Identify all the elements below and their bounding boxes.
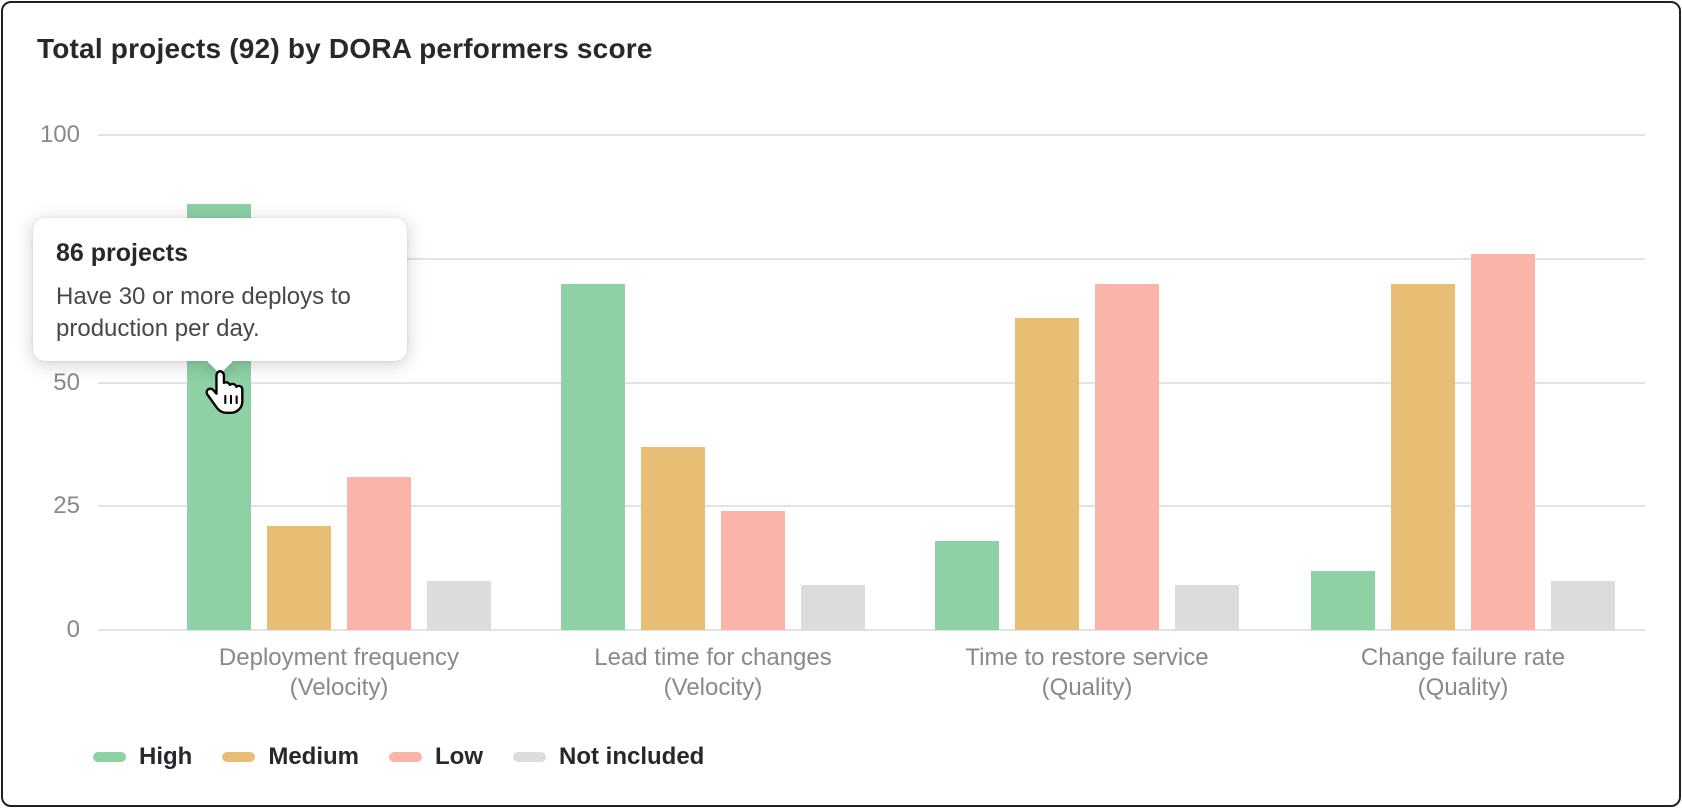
bar-high[interactable] (561, 283, 625, 630)
legend-item-medium[interactable]: Medium (222, 743, 359, 771)
y-axis-tick-label: 0 (66, 616, 80, 643)
legend-swatch (222, 752, 256, 762)
legend-label: Not included (559, 743, 705, 770)
legend-swatch (93, 752, 126, 762)
x-axis-sublabel: (Velocity) (289, 674, 389, 701)
bar-low[interactable] (721, 511, 785, 630)
bar-medium[interactable] (1015, 318, 1079, 630)
legend-label: Medium (268, 743, 359, 770)
bar-medium[interactable] (1391, 283, 1455, 630)
bar-high[interactable] (1311, 570, 1375, 630)
x-axis-sublabel: (Quality) (1417, 674, 1509, 701)
x-axis-sublabel: (Quality) (1041, 674, 1133, 701)
tooltip-body: Have 30 or more deploys to production pe… (56, 283, 351, 342)
legend-swatch (513, 752, 546, 762)
pointer-hand-cursor-icon (205, 369, 247, 421)
x-axis-sublabel: (Velocity) (663, 674, 763, 701)
bar-not-included[interactable] (801, 585, 865, 630)
legend-item-not-included[interactable]: Not included (513, 743, 704, 771)
bar-medium[interactable] (641, 446, 705, 630)
legend-swatch (389, 752, 422, 762)
bar-low[interactable] (347, 476, 411, 630)
x-axis-label: Deployment frequency (218, 644, 460, 671)
tooltip: 86 projects Have 30 or more deploys to p… (33, 218, 407, 361)
gridline (98, 629, 1645, 631)
dora-bar-chart: 0255075100Deployment frequency(Velocity)… (3, 3, 1679, 805)
legend-item-low[interactable]: Low (389, 743, 483, 771)
x-axis-label: Lead time for changes (594, 644, 832, 671)
bar-low[interactable] (1095, 283, 1159, 630)
bar-high[interactable] (935, 540, 999, 630)
gridline (98, 505, 1645, 508)
y-axis-tick-label: 25 (53, 492, 80, 520)
y-axis-tick-label: 50 (53, 368, 80, 396)
bar-not-included[interactable] (1551, 580, 1615, 630)
legend-item-high[interactable]: High (93, 743, 192, 771)
tooltip-title: 86 projects (56, 239, 189, 267)
legend-label: High (139, 743, 193, 770)
bar-medium[interactable] (267, 526, 331, 630)
page-title: Total projects (92) by DORA performers s… (37, 33, 653, 64)
bar-not-included[interactable] (1175, 585, 1239, 630)
bar-low[interactable] (1471, 253, 1535, 630)
x-axis-label: Change failure rate (1360, 644, 1566, 671)
x-axis-label: Time to restore service (965, 644, 1209, 671)
y-axis-tick-label: 100 (39, 121, 80, 148)
chart-legend: High Medium Low Not included (93, 743, 704, 771)
legend-label: Low (435, 743, 483, 770)
bar-not-included[interactable] (427, 580, 491, 630)
gridline (98, 134, 1645, 136)
gridline (98, 257, 1645, 260)
gridline (98, 381, 1645, 384)
